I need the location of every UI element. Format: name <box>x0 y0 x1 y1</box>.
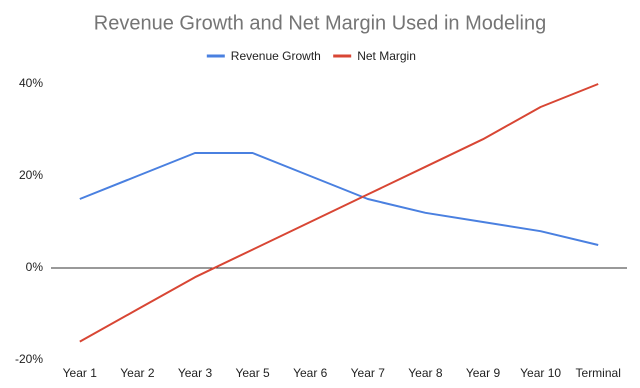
y-tick-label: 0% <box>26 260 44 274</box>
y-tick-label: 40% <box>19 76 43 90</box>
legend-label: Revenue Growth <box>231 49 321 63</box>
x-tick-label: Year 9 <box>466 366 501 380</box>
x-tick-label: Terminal <box>576 366 621 380</box>
x-tick-label: Year 6 <box>293 366 328 380</box>
y-tick-label: 20% <box>19 168 43 182</box>
x-tick-label: Year 2 <box>120 366 155 380</box>
x-tick-label: Year 3 <box>178 366 213 380</box>
y-tick-label: -20% <box>15 352 43 366</box>
chart-title: Revenue Growth and Net Margin Used in Mo… <box>94 12 546 34</box>
x-tick-label: Year 8 <box>408 366 443 380</box>
series-line <box>79 152 599 246</box>
x-tick-label: Year 7 <box>351 366 386 380</box>
x-tick-label: Year 1 <box>63 366 98 380</box>
legend-label: Net Margin <box>357 49 416 63</box>
x-tick-label: Year 5 <box>235 366 270 380</box>
series-line <box>79 83 599 343</box>
x-tick-label: Year 10 <box>520 366 561 380</box>
